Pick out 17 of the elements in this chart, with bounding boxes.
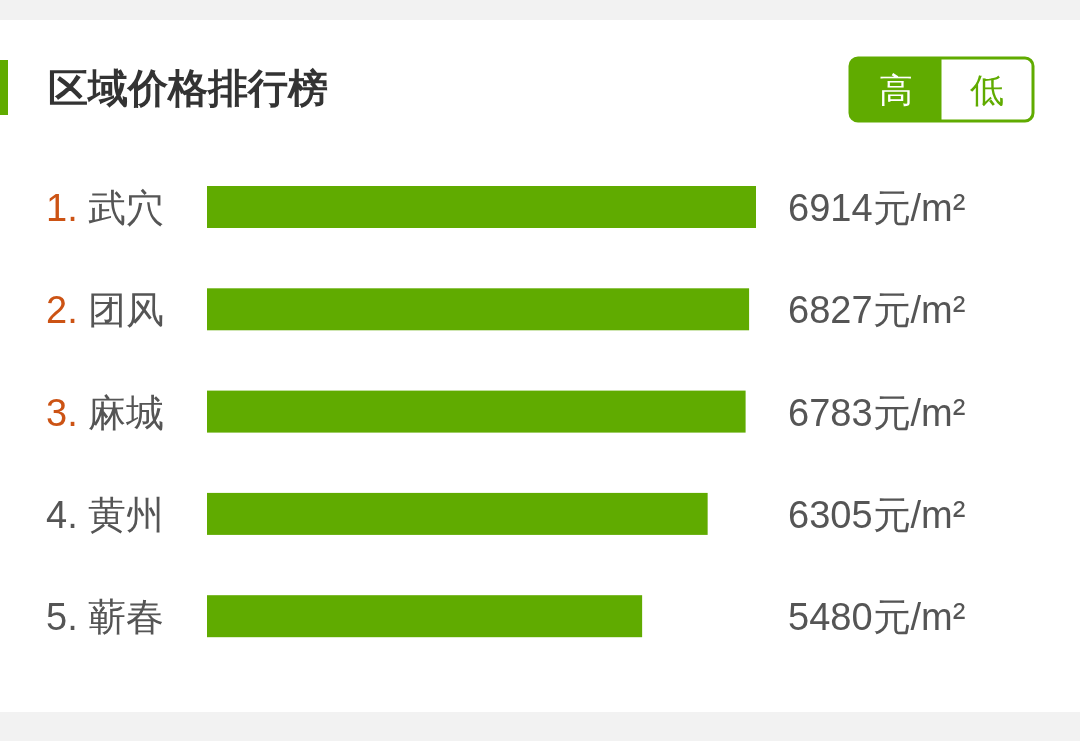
y-tick-label: 1. 武穴 (46, 187, 165, 229)
bar (207, 390, 746, 433)
y-tick-label: 3. 麻城 (46, 391, 165, 434)
bar (207, 288, 750, 331)
chart-title: 区域价格排行榜 (48, 66, 328, 110)
toggle-switch: 高 低 (848, 56, 1035, 123)
data-label: 6914元/m² (788, 187, 966, 229)
y-tick-label: 2. 团风 (46, 289, 165, 332)
data-label: 5480元/m² (788, 596, 966, 639)
bar (207, 492, 708, 535)
data-label: 6827元/m² (788, 289, 966, 332)
y-tick-label: 4. 黄州 (46, 493, 165, 536)
bar (207, 186, 756, 228)
data-label: 6305元/m² (788, 493, 966, 536)
y-tick-label: 5. 蕲春 (46, 596, 165, 639)
data-label: 6783元/m² (788, 391, 966, 434)
bar (207, 595, 643, 638)
